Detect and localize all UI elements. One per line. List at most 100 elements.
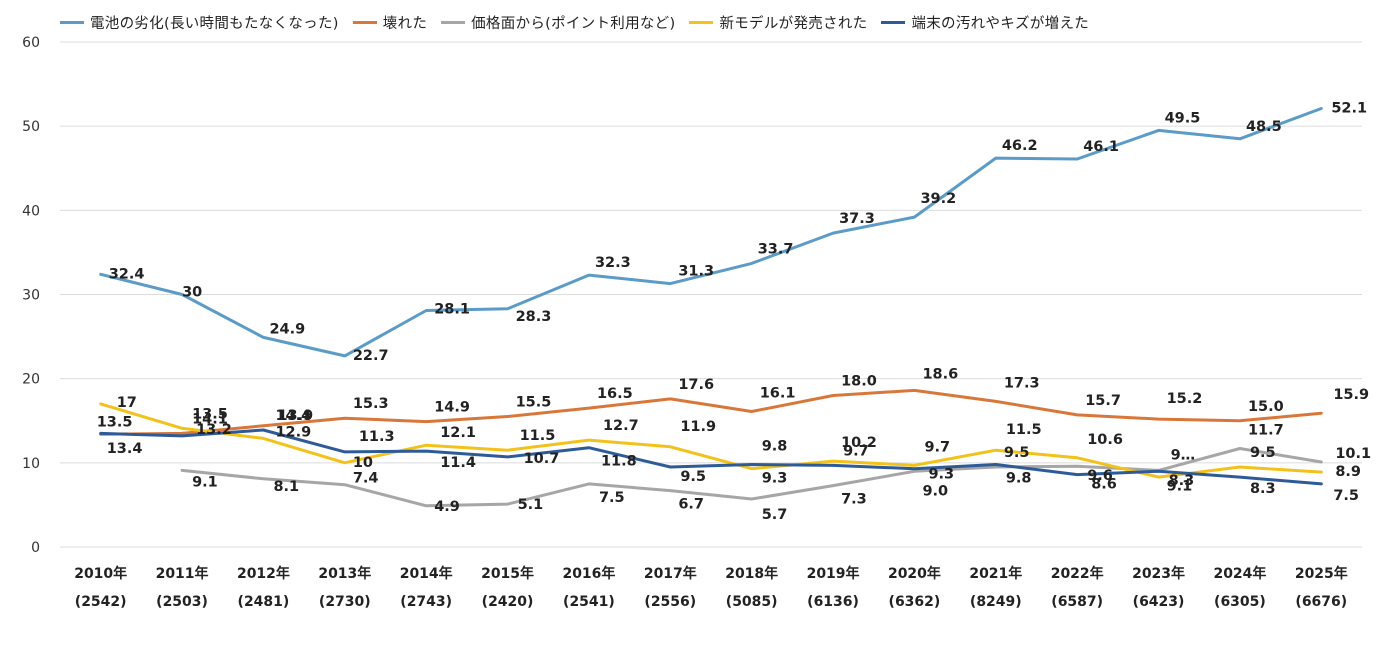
data-label: 28.3: [516, 309, 552, 325]
x-tick-count: (6587): [1051, 594, 1103, 610]
x-tick-label: 2018年: [725, 565, 778, 582]
data-label: 9.5: [680, 469, 706, 485]
series-line-3: [99, 402, 1323, 479]
data-label: 11.9: [680, 419, 716, 435]
legend-item-battery: 電池の劣化(長い時間もたなくなった): [60, 12, 339, 33]
data-label: 11.7: [1248, 423, 1284, 439]
data-label: 18.6: [922, 366, 958, 382]
x-tick-count: (6305): [1214, 594, 1266, 610]
data-label: 7.5: [599, 490, 625, 506]
data-label: 15.3: [353, 396, 389, 412]
data-label: 8.9: [1335, 464, 1361, 480]
legend-item-wear: 端末の汚れやキズが増えた: [881, 12, 1089, 33]
data-label: 37.3: [839, 211, 875, 227]
data-label: 4.9: [434, 499, 460, 515]
x-tick-label: 2020年: [888, 565, 941, 582]
legend-label-new-model: 新モデルが発売された: [719, 15, 868, 32]
data-label: 5.7: [762, 507, 788, 523]
x-tick-label: 2011年: [156, 565, 209, 582]
x-tick-count: (2420): [482, 594, 534, 610]
y-tick-label: 50: [22, 119, 40, 135]
legend-label-broken: 壊れた: [382, 15, 428, 32]
legend-swatch-wear: [881, 20, 906, 24]
data-label: 9.7: [843, 443, 869, 459]
data-label: 14.1: [192, 411, 228, 427]
data-label: 9.1: [192, 474, 218, 490]
x-tick-label: 2023年: [1132, 565, 1185, 582]
x-tick-count: (2503): [156, 594, 208, 610]
data-label: 28.1: [434, 301, 470, 317]
legend-label-price: 価格面から(ポイント利用など): [471, 15, 676, 32]
legend-swatch-battery: [60, 20, 84, 24]
data-label: 10.7: [524, 451, 560, 467]
data-labels: 32.4 30 24.9 22.7 28.1 28.3 32.3 31.3 33.7 37.3 39…: [97, 100, 1371, 523]
data-label: 17.6: [678, 377, 714, 393]
y-tick-label: 60: [22, 35, 40, 51]
x-tick-label: 2025年: [1295, 565, 1348, 582]
x-tick-label: 2014年: [400, 565, 453, 582]
series-line-1: [99, 388, 1323, 436]
data-label: 11.4: [440, 455, 476, 471]
x-tick-label: 2017年: [644, 565, 697, 582]
data-label: 10.6: [1087, 432, 1123, 448]
data-label: 11.8: [601, 454, 637, 470]
data-label: 11.3: [359, 429, 395, 445]
data-label: 46.2: [1002, 138, 1038, 154]
data-label: 16.5: [597, 386, 633, 402]
x-tick-count: (2481): [238, 594, 290, 610]
data-label: 46.1: [1083, 139, 1119, 155]
data-label: 10.2: [841, 435, 877, 451]
data-label: 15.9: [1333, 387, 1369, 403]
x-tick-label: 2016年: [562, 565, 615, 582]
x-tick-label: 2010年: [74, 565, 127, 582]
data-label: 14.9: [434, 400, 470, 416]
series-line-4: [99, 428, 1323, 486]
data-label: 15.0: [1248, 399, 1284, 415]
legend-label-battery: 電池の劣化(長い時間もたなくなった): [90, 15, 339, 32]
data-label: 18.0: [841, 374, 877, 390]
series-lines: [99, 107, 1323, 508]
data-label: 8.3: [1169, 473, 1195, 489]
x-tick-count: (6136): [807, 594, 859, 610]
data-label: 15.5: [516, 395, 552, 411]
data-label: 14.4: [275, 408, 311, 424]
data-label: 9.7: [924, 439, 950, 455]
legend-item-new-model: 新モデルが発売された: [689, 12, 867, 33]
x-tick-count: (2730): [319, 594, 371, 610]
x-tick-label: 2019年: [807, 565, 860, 582]
data-label: 9.1: [1167, 478, 1193, 494]
x-tick-count: (6423): [1133, 594, 1185, 610]
data-label: 30: [182, 285, 202, 301]
data-label: 9.5: [1250, 445, 1276, 461]
legend-swatch-broken: [352, 20, 377, 24]
data-label: 31.3: [678, 264, 714, 280]
legend-label-wear: 端末の汚れやキズが増えた: [911, 15, 1090, 32]
data-label: 10.1: [1335, 446, 1371, 462]
data-label: 49.5: [1165, 110, 1201, 126]
data-label: 32.3: [595, 255, 631, 271]
data-label: 48.5: [1246, 119, 1282, 135]
data-label: 15.2: [1167, 391, 1203, 407]
legend: 電池の劣化(長い時間もたなくなった) 壊れた 価格面から(ポイント利用など) 新…: [60, 8, 1103, 36]
grid-lines: [60, 41, 1362, 548]
data-label: 8.1: [273, 479, 299, 495]
data-label: 9.8: [762, 439, 788, 455]
x-tick-label: 2021年: [969, 565, 1022, 582]
x-tick-count: (6362): [889, 594, 941, 610]
x-tick-count: (2556): [644, 594, 696, 610]
data-label: 9.3: [928, 467, 954, 483]
data-label: 24.9: [269, 321, 305, 337]
data-label: 22.7: [353, 348, 389, 364]
data-label: 11.5: [1006, 422, 1042, 438]
data-label: 9.5: [1004, 445, 1030, 461]
data-label: 16.1: [760, 385, 796, 401]
data-label: 17: [117, 395, 137, 411]
data-label: 15.7: [1085, 393, 1121, 409]
legend-item-broken: 壊れた: [352, 12, 428, 33]
data-label: 17.3: [1004, 375, 1040, 391]
x-tick-label: 2012年: [237, 565, 290, 582]
data-label: 9.8: [1006, 471, 1032, 487]
data-label: 33.7: [758, 241, 794, 257]
data-label: 7.5: [1333, 488, 1359, 504]
